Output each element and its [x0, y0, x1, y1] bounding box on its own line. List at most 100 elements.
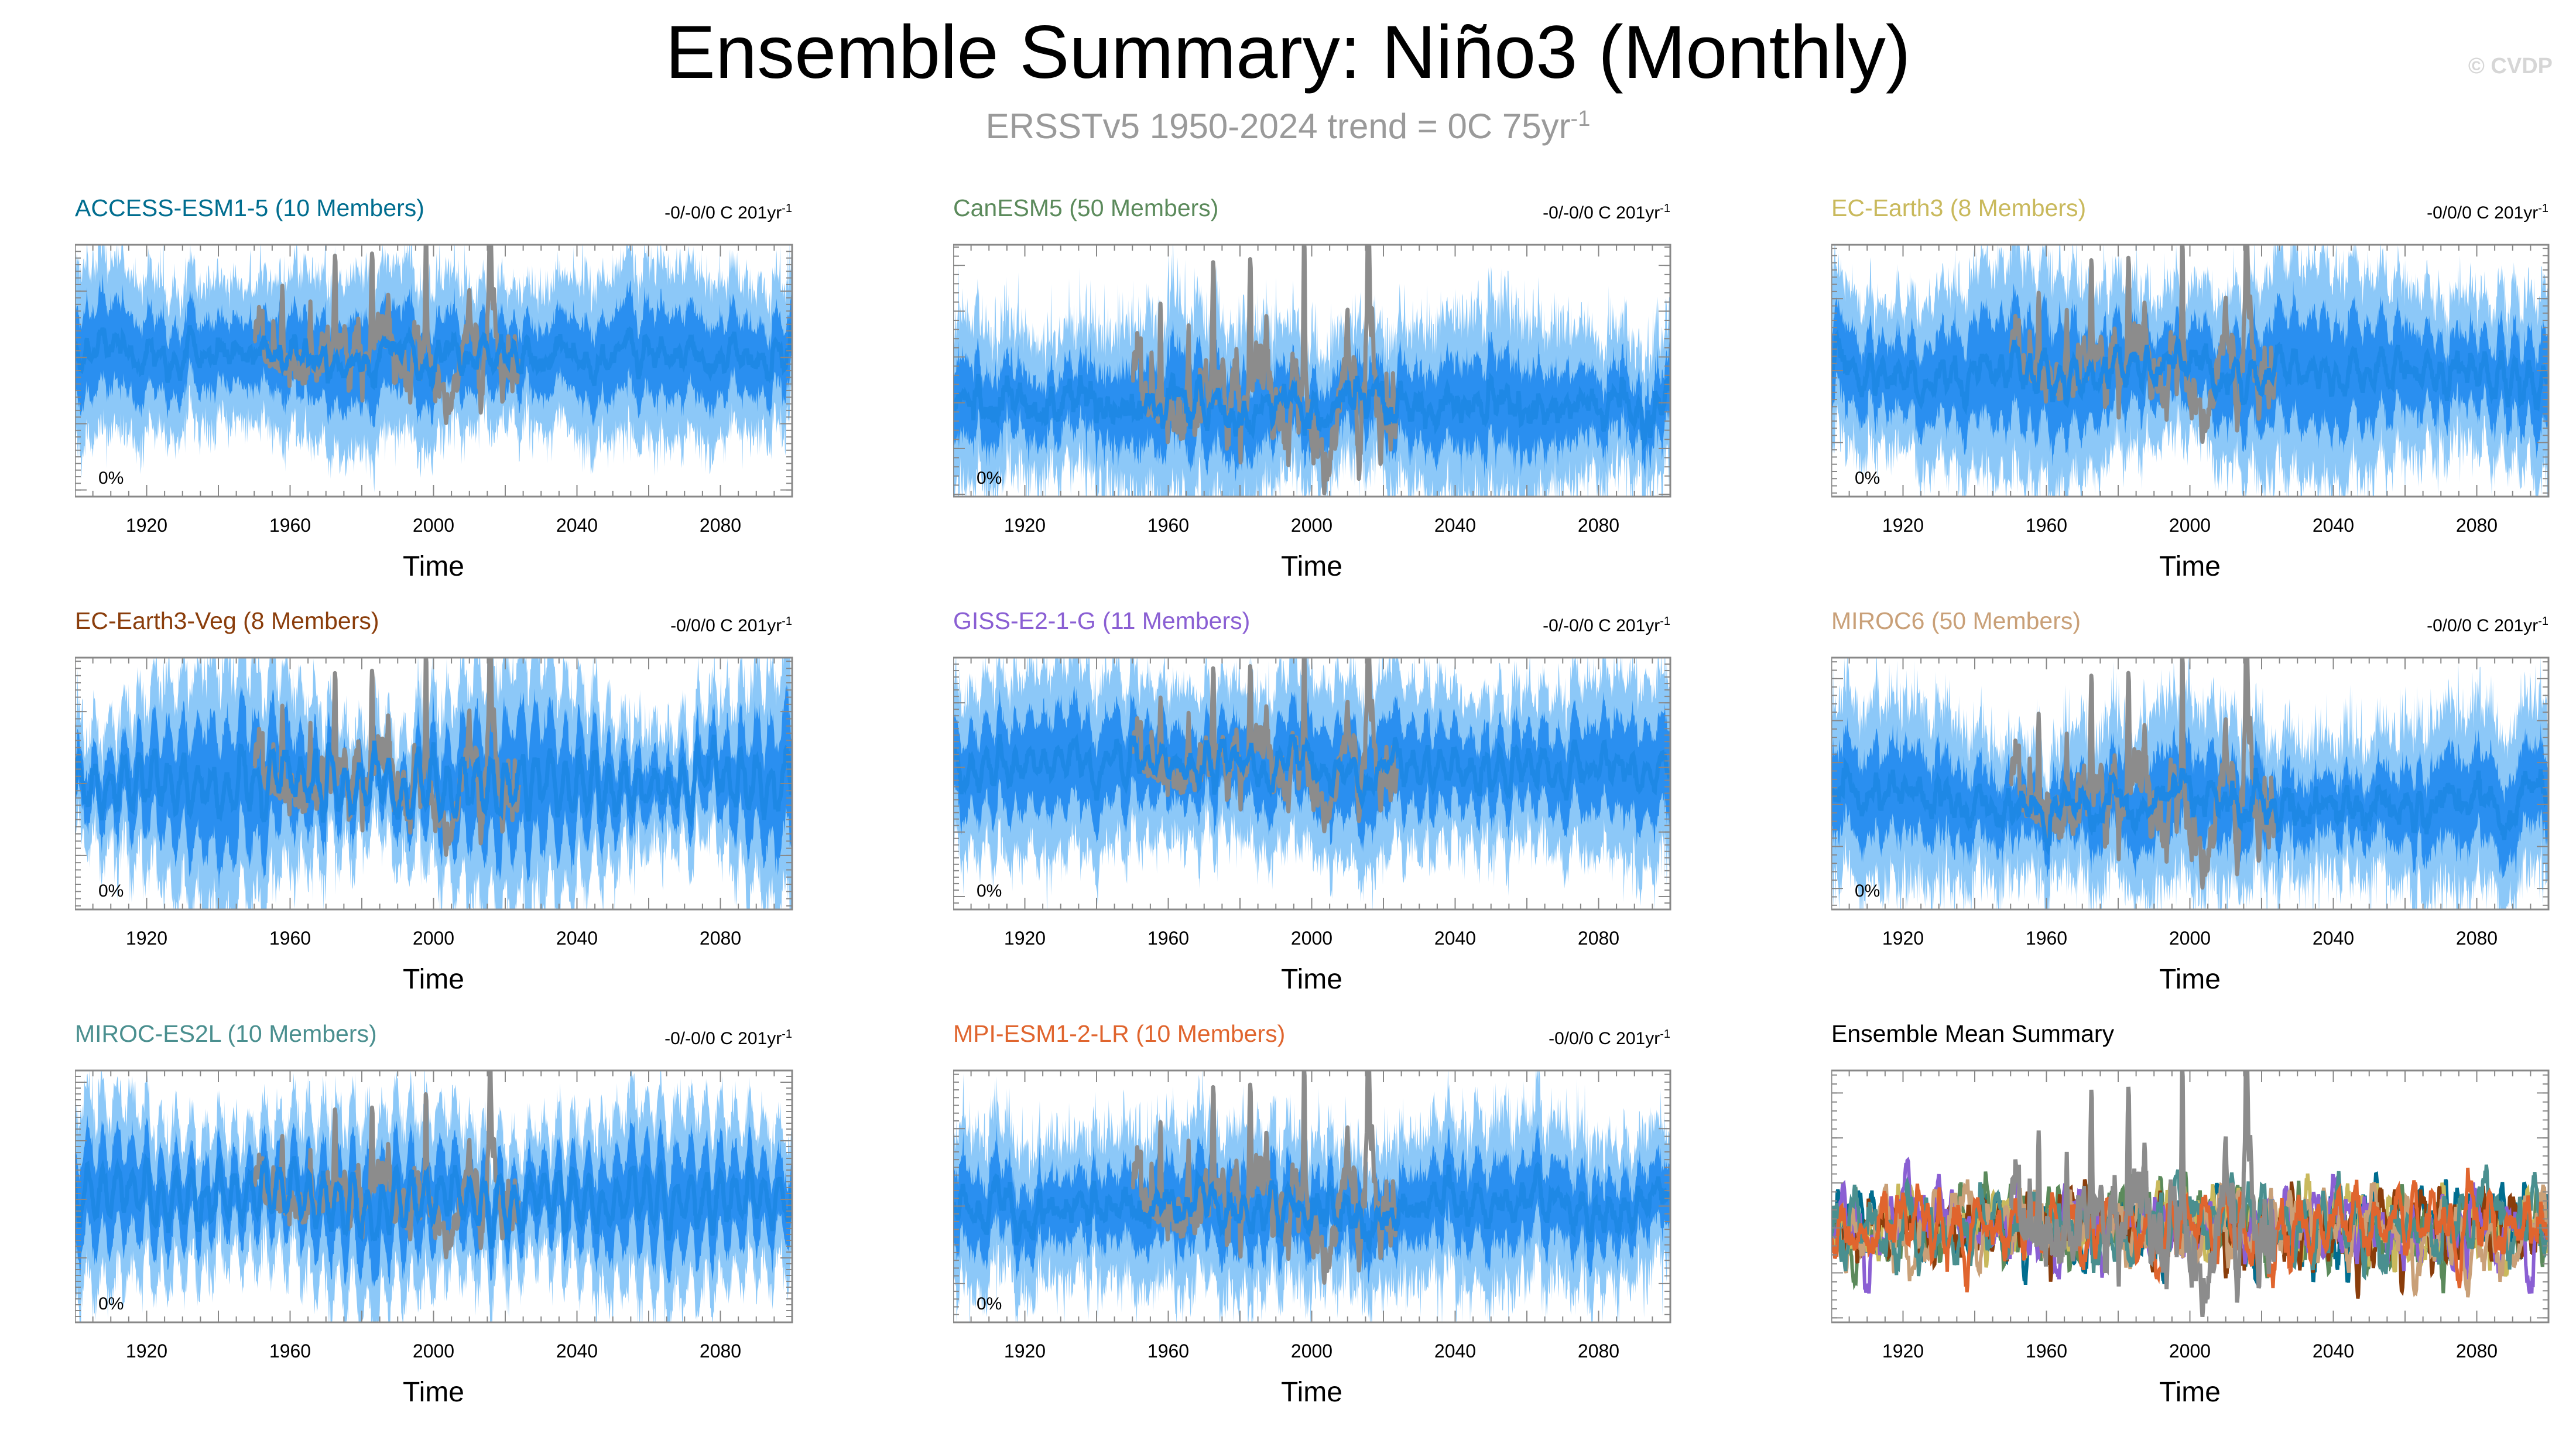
subtitle-text: ERSSTv5 1950-2024 trend = 0C 75yr: [985, 107, 1571, 146]
x-tick-label: 2040: [2313, 928, 2354, 949]
panel-trend: -0/0/0 C 201yr-1: [2427, 610, 2548, 638]
trend-superscript: -1: [1660, 615, 1670, 628]
trend-superscript: -1: [782, 202, 792, 215]
panel-trend: -0/0/0 C 201yr-1: [1549, 1022, 1670, 1051]
percent-label: 0%: [977, 468, 1002, 488]
observed-series: [2009, 1071, 2277, 1317]
panel-trend: -0/-0/0 C 201yr-1: [1543, 197, 1670, 225]
x-tick-label: 2080: [2456, 515, 2498, 536]
panel-trend: -0/-0/0 C 201yr-1: [664, 197, 792, 225]
x-axis-label: Time: [2159, 1377, 2221, 1408]
x-tick-label: 2080: [2456, 928, 2498, 949]
x-axis-label: Time: [1281, 551, 1342, 582]
x-tick-label: 1960: [2026, 1340, 2067, 1362]
x-tick-label: 2000: [1291, 928, 1332, 949]
ensemble-mean-series: [75, 322, 792, 392]
ensemble-mean-series: [953, 1161, 1670, 1255]
trend-superscript: -1: [2538, 615, 2548, 628]
plot-area: [953, 1071, 1670, 1322]
x-tick-label: 2000: [413, 1340, 454, 1362]
x-tick-label: 1920: [1882, 1340, 1924, 1362]
trend-text: -0/-0/0 C 201yr: [664, 1029, 782, 1048]
percent-label: 0%: [98, 468, 124, 488]
main-title: Ensemble Summary: Niño3 (Monthly): [665, 11, 1911, 94]
x-tick-label: 2080: [1578, 928, 1619, 949]
ensemble-spread-inner: [75, 273, 792, 428]
panel-9: 19201960200020402080-2.0-1.00.01.02.03.0…: [1831, 1019, 2576, 1429]
x-tick-label: 1960: [269, 928, 311, 949]
x-tick-label: 2080: [700, 928, 741, 949]
panel-trend: -0/-0/0 C 201yr-1: [664, 1022, 792, 1051]
panel-chart: 19201960200020402080-2.0-1.00.01.02.03.0…: [953, 244, 1671, 536]
x-tick-label: 1920: [1004, 515, 1046, 536]
x-tick-label: 1920: [126, 928, 167, 949]
trend-superscript: -1: [782, 615, 792, 628]
trend-text: -0/-0/0 C 201yr: [1543, 616, 1660, 635]
panel-2: 19201960200020402080-2.0-1.00.01.02.03.0…: [953, 193, 1784, 603]
trend-superscript: -1: [2538, 202, 2548, 215]
x-axis-label: Time: [403, 551, 464, 582]
x-axis-label: Time: [1281, 1377, 1342, 1408]
trend-text: -0/-0/0 C 201yr: [1543, 203, 1660, 223]
percent-label: 0%: [1855, 468, 1880, 488]
panel-1: 19201960200020402080-4.0-2.00.02.00%ACCE…: [75, 193, 906, 603]
panel-title: EC-Earth3-Veg (8 Members): [75, 607, 379, 634]
x-tick-label: 2080: [2456, 1340, 2498, 1362]
subtitle: ERSSTv5 1950-2024 trend = 0C 75yr-1: [0, 97, 2576, 148]
x-tick-label: 1960: [1147, 1340, 1189, 1362]
percent-label: 0%: [977, 1294, 1002, 1314]
trend-text: -0/0/0 C 201yr: [670, 616, 782, 635]
trend-text: -0/0/0 C 201yr: [2427, 616, 2539, 635]
x-tick-label: 1960: [269, 515, 311, 536]
plot-area: [75, 245, 792, 493]
x-axis-label: Time: [2159, 964, 2221, 995]
ensemble-mean-series: [75, 1152, 792, 1249]
panel-chart: 19201960200020402080-2.0-1.00.01.02.03.0…: [1831, 656, 2550, 949]
x-axis-label: Time: [1281, 964, 1342, 995]
panel-title: EC-Earth3 (8 Members): [1831, 194, 2087, 221]
x-tick-label: 2080: [700, 1340, 741, 1362]
x-tick-label: 2000: [2169, 515, 2211, 536]
plot-area: [953, 658, 1670, 909]
ensemble-mean-series: [953, 733, 1670, 810]
x-tick-label: 2000: [2169, 1340, 2211, 1362]
plot-area: [1831, 1071, 2548, 1317]
x-tick-label: 2000: [2169, 928, 2211, 949]
x-axis-label: Time: [403, 1377, 464, 1408]
trend-text: -0/-0/0 C 201yr: [664, 203, 782, 223]
ensemble-mean-series: [953, 372, 1670, 451]
panel-title: MPI-ESM1-2-LR (10 Members): [953, 1020, 1286, 1047]
x-tick-label: 2040: [1434, 928, 1476, 949]
plot-area: [953, 245, 1670, 497]
x-tick-label: 1960: [2026, 928, 2067, 949]
x-tick-label: 1960: [269, 1340, 311, 1362]
x-axis-label: Time: [2159, 551, 2221, 582]
x-tick-label: 2040: [556, 1340, 598, 1362]
panel-5: 19201960200020402080-4.0-2.00.02.00%GISS…: [953, 606, 1784, 1016]
x-tick-label: 1960: [2026, 515, 2067, 536]
plot-area: [1831, 658, 2548, 909]
x-tick-label: 2040: [556, 515, 598, 536]
x-tick-label: 1920: [1004, 1340, 1046, 1362]
trend-text: -0/0/0 C 201yr: [1549, 1029, 1660, 1048]
percent-label: 0%: [1855, 881, 1880, 901]
panel-8: 19201960200020402080-2.00.02.00%MPI-ESM1…: [953, 1019, 1784, 1429]
x-tick-label: 2040: [1434, 515, 1476, 536]
panel-4: 19201960200020402080-2.00.02.00%EC-Earth…: [75, 606, 906, 1016]
panel-title: GISS-E2-1-G (11 Members): [953, 607, 1251, 634]
x-tick-label: 1920: [1004, 928, 1046, 949]
panel-3: 19201960200020402080-2.00.02.00%EC-Earth…: [1831, 193, 2576, 603]
x-tick-label: 2040: [2313, 1340, 2354, 1362]
panel-trend: -0/-0/0 C 201yr-1: [1543, 610, 1670, 638]
panel-7: 19201960200020402080-2.00.02.04.00%MIROC…: [75, 1019, 906, 1429]
x-tick-label: 2000: [1291, 1340, 1332, 1362]
x-tick-label: 1920: [1882, 928, 1924, 949]
panel-title: MIROC6 (50 Members): [1831, 607, 2081, 634]
panel-title: CanESM5 (50 Members): [953, 194, 1219, 221]
x-tick-label: 2080: [1578, 1340, 1619, 1362]
percent-label: 0%: [98, 881, 124, 901]
